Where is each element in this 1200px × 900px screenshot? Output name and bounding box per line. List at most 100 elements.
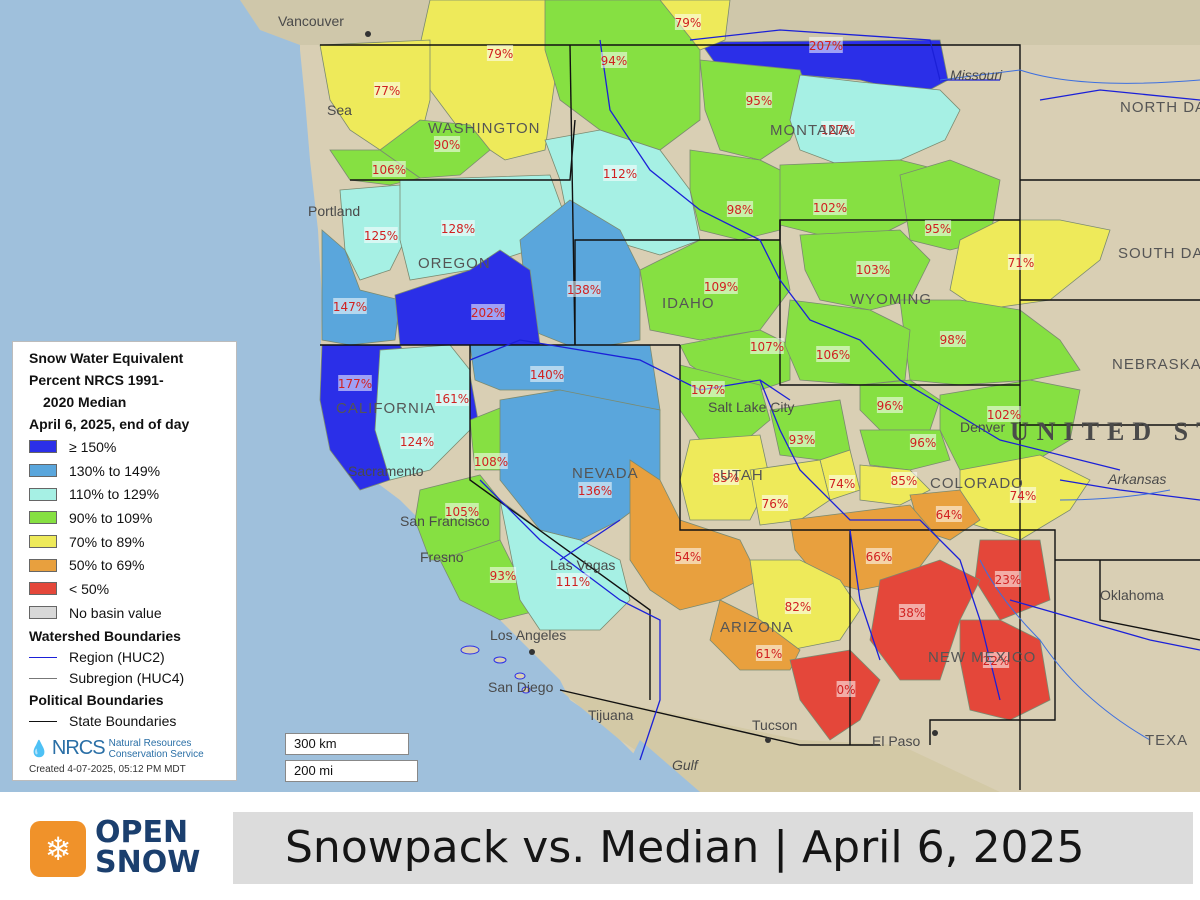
basin-percent-label: 61% [756, 647, 783, 661]
place-nevada: NEVADA [572, 465, 639, 482]
city-dot-el-paso [932, 730, 938, 736]
basin-polygon [789, 74, 961, 166]
scale-mi: 200 mi [285, 760, 418, 782]
basin-label-bg [755, 645, 783, 661]
basin-label-bg [856, 261, 890, 277]
basin-polygon [779, 159, 941, 236]
basin-polygon [899, 299, 1081, 386]
basin-percent-label: 106% [816, 348, 850, 362]
basin-percent-label: 102% [813, 201, 847, 215]
basin-label-bg [821, 121, 855, 137]
basin-percent-label: 66% [866, 550, 893, 564]
legend-swatch [29, 440, 57, 454]
basin-percent-label: 128% [441, 222, 475, 236]
place-missouri-river: Missouri [950, 67, 1003, 83]
basin-label-bg [898, 604, 926, 620]
legend-category-label: ≥ 150% [69, 438, 117, 455]
place-los-angeles: Los Angeles [490, 627, 566, 643]
legend-swatch [29, 558, 57, 572]
basin-percent-label: 22% [983, 654, 1010, 668]
basin-label-bg [567, 281, 601, 297]
legend-swatch [29, 487, 57, 501]
basin-percent-label: 74% [829, 477, 856, 491]
scale-km: 300 km [285, 733, 409, 755]
huc2-boundaries [469, 29, 1200, 761]
basin-percent-label: 207% [809, 39, 843, 53]
basin-label-bg [987, 406, 1021, 422]
basin-percent-label: 90% [434, 138, 461, 152]
basin-percent-label: 98% [727, 203, 754, 217]
logo-text: OPEN SNOW [95, 818, 200, 878]
basin-label-bg [865, 548, 893, 564]
basin-percent-label: 107% [691, 383, 725, 397]
basin-label-bg [474, 453, 508, 469]
legend-date: April 6, 2025, end of day [29, 416, 190, 432]
legend-state-row: State Boundaries [29, 711, 226, 732]
legend-subregion-row: Subregion (HUC4) [29, 668, 226, 689]
legend-category-3: 90% to 109% [29, 506, 226, 530]
legend-category-5: 50% to 69% [29, 553, 226, 577]
basin-label-bg [489, 567, 517, 583]
legend-category-label: 90% to 109% [69, 509, 153, 526]
water-drop-icon: 💧 [29, 740, 49, 758]
legend-category-label: 70% to 89% [69, 533, 145, 550]
basin-label-bg [400, 433, 434, 449]
basin-percent-label: 136% [578, 484, 612, 498]
basin-label-bg [761, 495, 789, 511]
place-colorado: COLORADO [930, 475, 1024, 492]
place-wyoming: WYOMING [850, 291, 932, 308]
basin-label-layer: 207% 79% 79% 94% 95% 127% 77% 90% 106% 112% 98% 102… [333, 14, 1036, 697]
basin-label-bg [486, 45, 514, 61]
city-dot-los-angeles [529, 649, 535, 655]
basin-percent-label: 98% [940, 333, 967, 347]
basin-label-bg [471, 304, 505, 320]
logo-line1: OPEN [95, 815, 189, 850]
basin-label-bg [373, 82, 401, 98]
legend-region-label: Region (HUC2) [69, 649, 165, 665]
place-denver: Denver [960, 419, 1005, 435]
place-gulf: Gulf [672, 757, 700, 773]
place-sacramento: Sacramento [348, 463, 424, 479]
basin-percent-label: 23% [995, 573, 1022, 587]
snowflake-icon: ❄ [30, 821, 86, 877]
place-vancouver: Vancouver [278, 13, 344, 29]
basin-percent-label: 94% [601, 54, 628, 68]
legend-swatch [29, 464, 57, 478]
place-washington: WASHINGTON [428, 120, 541, 137]
basin-percent-label: 124% [400, 435, 434, 449]
opensnow-logo[interactable]: ❄ OPEN SNOW [13, 812, 233, 884]
legend-category-7: No basin value [29, 601, 226, 625]
legend-category-4: 70% to 89% [29, 530, 226, 554]
basin-label-bg [750, 338, 784, 354]
basin-percent-label: 127% [821, 123, 855, 137]
legend-political-title: Political Boundaries [29, 691, 164, 708]
legend-title-line2: Percent NRCS 1991- [29, 372, 164, 388]
basin-label-bg [1009, 487, 1037, 503]
basin-label-bg [712, 469, 740, 485]
legend-category-label: No basin value [69, 604, 162, 621]
legend-title-line1: Snow Water Equivalent [29, 350, 184, 366]
created-timestamp: Created 4-07-2025, 05:12 PM MDT [29, 763, 186, 775]
place-nebraska: NEBRASKA [1112, 356, 1200, 373]
basin-label-bg [691, 381, 725, 397]
nrcs-name-line2: Conservation Service [108, 748, 204, 760]
subregion-line-swatch [29, 677, 57, 679]
nrcs-name: Natural Resources Conservation Service [109, 738, 204, 760]
nrcs-abbr: NRCS [51, 737, 106, 759]
basin-polygon [959, 619, 1051, 721]
place-oregon: OREGON [418, 255, 491, 272]
basin-label-bg [924, 220, 952, 236]
place-labels: Vancouver Sea WASHINGTON Portland OREGON… [278, 13, 1200, 773]
basin-label-bg [784, 598, 812, 614]
channel-islands [460, 645, 531, 694]
basin-label-bg [745, 92, 773, 108]
basin-percent-label: 161% [435, 392, 469, 406]
place-las-vegas: Las Vegas [550, 557, 615, 573]
logo-line2: SNOW [95, 845, 201, 880]
basin-percent-label: 147% [333, 300, 367, 314]
place-idaho: IDAHO [662, 295, 715, 312]
basin-percent-label: 102% [987, 408, 1021, 422]
legend-title-line3: 2020 Median [43, 394, 127, 410]
basin-polygon [939, 379, 1081, 471]
basin-percent-label: 82% [785, 600, 812, 614]
